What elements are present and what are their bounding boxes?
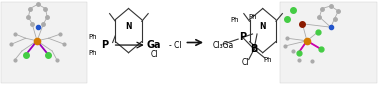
Text: Cl₃Ga: Cl₃Ga <box>212 41 234 50</box>
Text: Cl: Cl <box>150 50 158 59</box>
Text: Ph: Ph <box>230 17 239 23</box>
Text: N: N <box>125 22 132 31</box>
Text: Ph: Ph <box>88 50 97 56</box>
Text: - Cl: - Cl <box>169 41 182 50</box>
Text: Ph: Ph <box>88 34 97 40</box>
Text: Cl: Cl <box>241 58 249 67</box>
Text: N: N <box>259 22 266 31</box>
Text: P: P <box>102 40 108 50</box>
Text: Ph: Ph <box>248 14 257 20</box>
Text: Ga: Ga <box>147 40 161 50</box>
FancyBboxPatch shape <box>280 2 377 83</box>
Text: B: B <box>250 44 258 54</box>
Text: Ph: Ph <box>263 57 272 62</box>
FancyBboxPatch shape <box>1 2 87 83</box>
Text: P: P <box>239 32 246 42</box>
